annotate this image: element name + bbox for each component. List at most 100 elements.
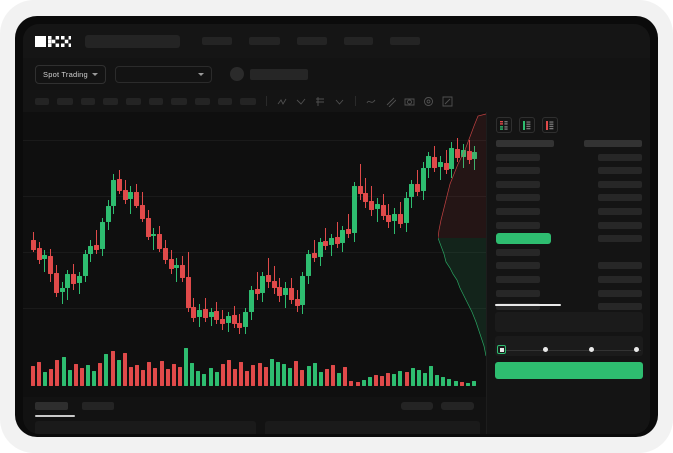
global-search-input[interactable] [85,34,180,48]
timeframe-button-8[interactable] [195,97,210,105]
orderbook-and-order-form: Buy Sell [486,112,650,434]
candle [426,122,432,337]
timeframe-button-5[interactable] [126,97,141,105]
orderbook-row[interactable] [496,206,642,217]
top-navigation-bar [23,24,650,58]
orderbook-row[interactable] [496,220,642,231]
trading-mode-selector[interactable]: Spot Trading [35,64,106,84]
orderbook-asks-icon[interactable] [542,117,558,133]
volume-bar [441,377,446,386]
volume-bar [202,374,207,386]
candle [111,122,117,337]
nav-menu [202,37,420,45]
camera-icon[interactable] [404,96,415,107]
okx-logo[interactable] [35,35,73,47]
volume-bar [275,362,280,386]
orders-card[interactable] [265,421,480,434]
depth-chart-overlay [438,112,486,357]
timeframe-button-6[interactable] [149,97,163,105]
volume-bar [159,361,164,386]
settings-icon[interactable] [423,96,434,107]
slider-dot-33[interactable] [543,347,548,352]
magnet-icon[interactable] [385,96,396,107]
orderbook-both-icon[interactable] [496,117,512,133]
timeframe-button-1[interactable] [35,97,49,105]
orders-action-2[interactable] [441,402,474,410]
trendline-icon[interactable] [296,96,307,107]
order-amount-slider[interactable] [497,345,641,355]
orderbook-row[interactable] [496,165,642,176]
candle [65,122,71,337]
indicator-icon[interactable] [366,96,377,107]
volume-bar [153,368,158,386]
order-amount-input[interactable] [495,336,643,356]
timeframe-button-9[interactable] [218,97,232,105]
timeframe-button-4[interactable] [103,97,118,105]
market-stat [507,73,538,76]
candle [88,122,94,337]
fullscreen-icon[interactable] [442,96,453,107]
volume-bar [233,369,238,386]
fibonacci-icon[interactable] [315,96,326,107]
volume-bar [171,364,176,386]
candle [122,122,128,337]
timeframe-button-10[interactable] [240,97,256,105]
orderbook-row[interactable] [496,260,642,271]
order-price-input[interactable] [495,312,643,332]
trading-pair-selector[interactable] [114,65,212,83]
orderbook-row[interactable] [496,179,642,190]
nav-item-3[interactable] [297,37,327,45]
volume-bar [373,375,378,386]
timeframe-button-3[interactable] [81,97,95,105]
nav-item-2[interactable] [249,37,280,45]
submit-order-button[interactable] [495,362,643,379]
nav-item-1[interactable] [202,37,232,45]
volume-bar [257,363,262,386]
timeframe-button-2[interactable] [57,97,73,105]
volume-bar [92,371,97,386]
nav-item-4[interactable] [344,37,373,45]
orderbook-row[interactable] [496,152,642,163]
orders-tab-inactive[interactable] [82,402,114,410]
slider-dot-100[interactable] [634,347,639,352]
device-screen: Spot Trading [15,16,658,437]
crosshair-icon[interactable] [277,96,288,107]
market-info-bar: Spot Trading [23,58,650,90]
orderbook-row[interactable] [496,274,642,285]
candle [386,122,392,337]
volume-bar [355,382,360,386]
candle [466,122,472,337]
volume-bar [208,368,213,386]
candle [271,122,277,337]
orderbook-row[interactable] [496,192,642,203]
orderbook-row[interactable] [496,138,642,149]
orders-action-1[interactable] [401,402,433,410]
candle [369,122,375,337]
orderbook-row[interactable] [496,301,642,312]
candle [357,122,363,337]
candle [392,122,398,337]
candle [31,122,36,337]
volume-bar [128,367,133,386]
orders-card[interactable] [35,421,256,434]
candle [99,122,105,337]
volume-bar [380,376,385,386]
timeframe-button-7[interactable] [171,97,187,105]
orderbook-bids-icon[interactable] [519,117,535,133]
slider-dot-66[interactable] [589,347,594,352]
nav-item-5[interactable] [390,37,420,45]
candle [225,122,231,337]
chevron-down-icon[interactable] [334,96,345,107]
candle [409,122,415,337]
orderbook-row-selected[interactable] [496,233,642,245]
orders-tab-active[interactable] [35,402,68,410]
volume-bar [239,362,244,386]
orderbook-row[interactable] [496,247,642,258]
orderbook-row[interactable] [496,288,642,299]
slider-handle[interactable] [497,345,506,354]
price-chart[interactable] [23,112,486,397]
candle [48,122,54,337]
volume-bar [410,368,415,386]
candle [300,122,306,337]
candle [437,122,443,337]
